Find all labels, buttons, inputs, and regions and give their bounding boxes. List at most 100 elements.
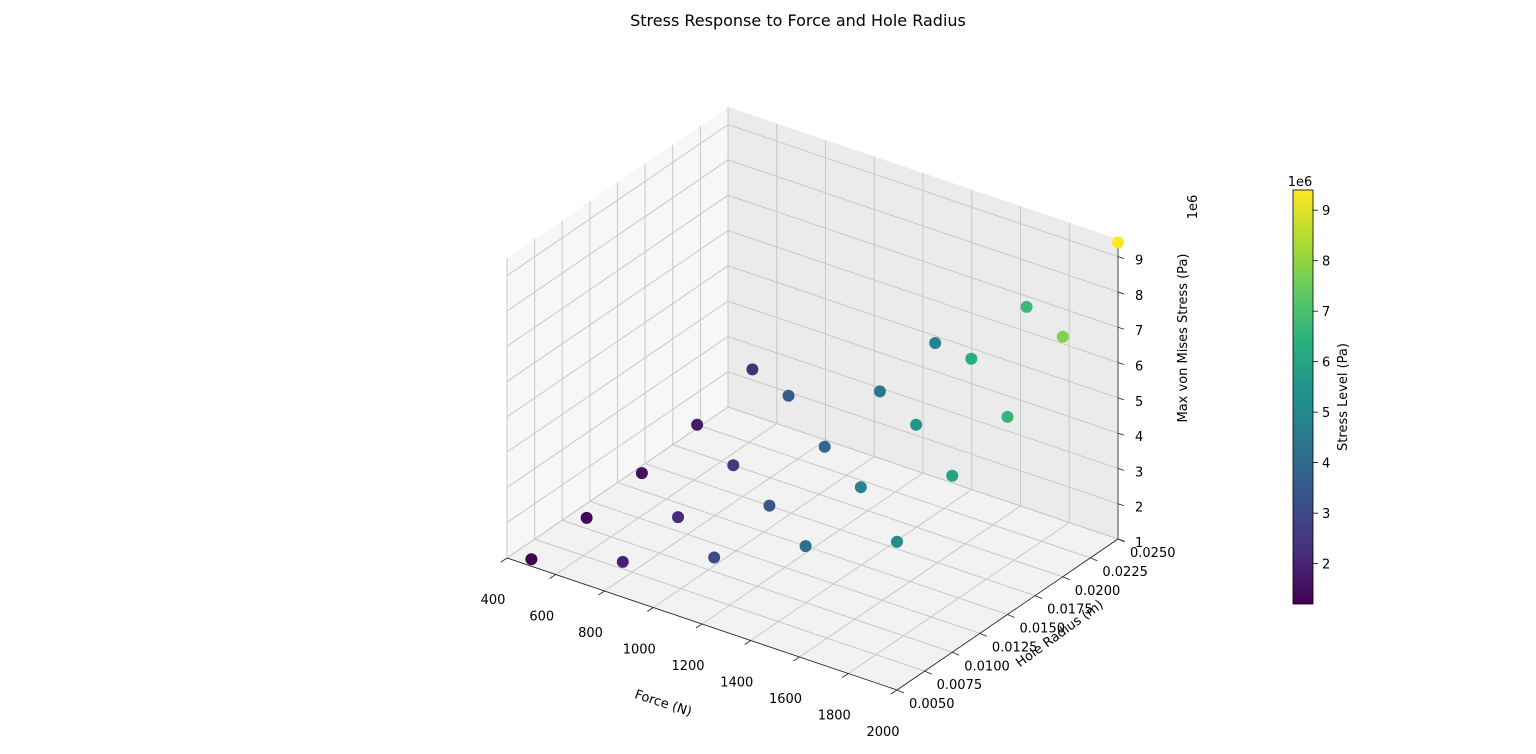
colorbar-tick-label: 6 [1322,356,1330,371]
y-tick-mark [952,651,960,656]
y-tick-mark [896,689,905,694]
colorbar-gradient [1292,189,1314,605]
x-tick-label: 2000 [866,725,899,740]
x-tick-mark [695,623,703,629]
x-tick-mark [793,656,800,662]
data-point [891,535,903,548]
colorbar-label: Stress Level (Pa) [1336,343,1351,451]
z-tick-mark [1117,538,1125,542]
z-tick-label: 2 [1135,501,1143,516]
data-point [873,385,886,398]
data-point [965,352,978,365]
x-tick-label: 1000 [623,643,656,658]
colorbar-tick-label: 2 [1322,558,1330,573]
data-point [1112,236,1124,249]
x-tick-mark [890,689,898,695]
x-tick-label: 1800 [818,709,851,724]
x-tick-mark [598,590,605,596]
colorbar-tick-label: 5 [1322,406,1330,421]
z-grid-line [506,406,1119,559]
y-tick-label: 0.0200 [1075,584,1121,599]
y-tick-mark [1034,595,1043,599]
data-point [782,389,795,402]
x-tick-label: 800 [578,626,603,641]
z-grid-line [506,265,1119,418]
data-point [1001,410,1014,423]
y-tick-mark [924,670,932,675]
data-point [763,499,776,512]
z-tick-label: 6 [1135,360,1143,375]
x-tick-label: 1600 [769,692,802,707]
y-tick-label: 0.0250 [1130,546,1176,561]
x-tick-label: 600 [529,610,554,625]
z-tick-label: 5 [1135,395,1143,410]
data-point [708,551,721,564]
x-axis-label: Force (N) [633,687,694,720]
data-point [616,555,629,568]
z-tick-mark [1117,291,1125,295]
axis-ticks: 400 600 800 1000 1200 1400 1600 1800 2000 0.0050 0… [481,254,1176,740]
x-tick-label: 1400 [720,676,753,691]
data-point [910,418,923,431]
z-tick-mark [1117,432,1125,436]
x-tick-mark [549,574,556,579]
colorbar-ticks: 2 3 4 5 6 7 8 9 [1313,204,1330,573]
data-point [854,481,867,494]
data-point [635,467,648,480]
z-tick-mark [1117,468,1125,471]
data-point [818,440,831,453]
z-tick-mark [1117,256,1125,260]
z-grid-line [506,300,1119,453]
z-tick-label: 8 [1135,289,1143,304]
z-tick-label: 1 [1135,536,1143,551]
data-point [1020,300,1033,313]
y-tick-label: 0.0125 [992,640,1038,655]
colorbar-tick-label: 9 [1322,204,1330,219]
x-tick-mark [500,557,508,563]
x-tick-label: 1200 [671,659,704,674]
colorbar-tick-label: 3 [1322,507,1330,522]
data-point [691,418,704,431]
data-point [799,540,812,553]
z-tick-label: 3 [1135,465,1143,480]
z-offset-label: 1e6 [1186,195,1201,220]
x-tick-mark [744,640,751,645]
z-grid-line [506,124,1119,277]
y-tick-mark [979,633,988,637]
data-point [946,469,959,482]
y-tick-label: 0.0050 [909,697,955,712]
data-point [525,553,538,566]
data-point [929,337,942,350]
axis-panes [507,107,1118,690]
z-tick-mark [1117,397,1125,401]
z-grid-line [506,335,1119,488]
data-point [1056,330,1069,343]
data-points [525,236,1124,568]
data-point [727,459,740,472]
y-tick-label: 0.0225 [1102,565,1148,580]
chart-title: Stress Response to Force and Hole Radius [630,11,966,30]
colorbar-tick-label: 8 [1322,255,1330,270]
y-tick-label: 0.0100 [964,659,1010,674]
z-grid-line [506,371,1119,524]
data-point [580,511,593,524]
y-tick-mark [1062,576,1070,581]
data-point [746,363,759,376]
z-tick-label: 4 [1135,430,1143,445]
z-tick-mark [1117,326,1125,330]
x-tick-mark [842,673,849,678]
z-grid-line [506,159,1119,312]
z-grid-line [506,194,1119,347]
z-grid-line [506,229,1119,382]
y-tick-label: 0.0075 [937,678,983,693]
colorbar: 2 3 4 5 6 7 8 9 1e6 Stress Level (Pa) [1288,175,1351,605]
data-point [672,511,685,524]
y-tick-mark [1090,557,1098,562]
colorbar-offset-label: 1e6 [1288,175,1313,190]
z-axis-label: Max von Mises Stress (Pa) [1176,254,1191,423]
z-tick-mark [1117,503,1125,507]
y-tick-label: 0.0150 [1020,622,1066,637]
y-tick-label: 0.0175 [1047,603,1093,618]
y-tick-mark [1007,614,1015,618]
